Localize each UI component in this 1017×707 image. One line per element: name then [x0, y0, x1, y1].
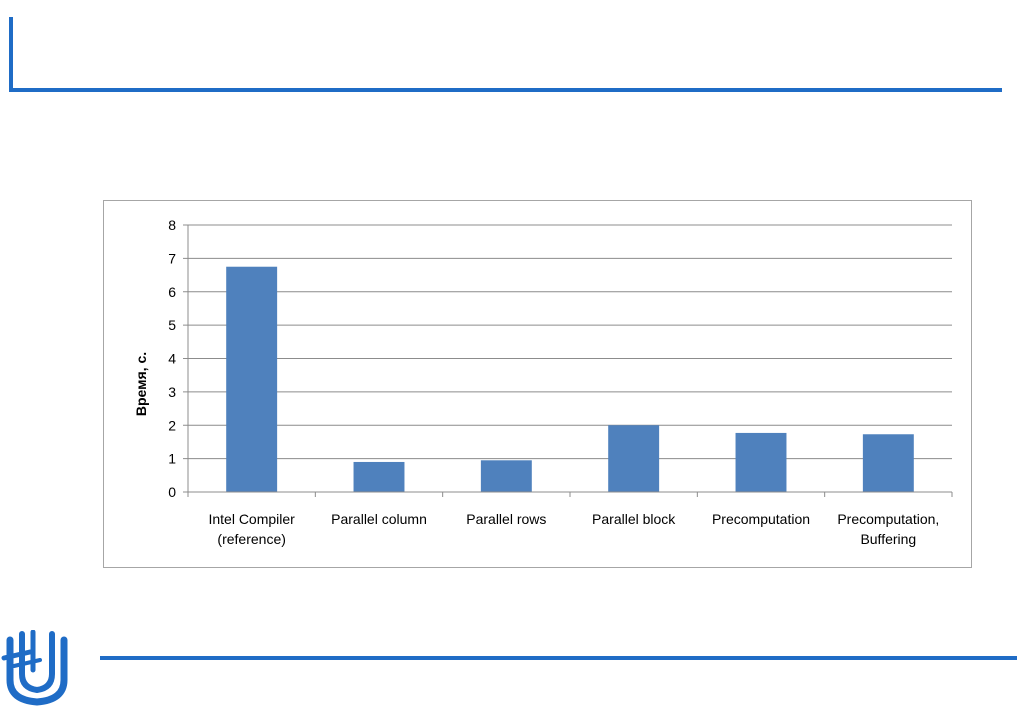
- bar: [226, 266, 278, 492]
- gridlines: [188, 224, 952, 460]
- x-tick-label: Intel Compiler (reference): [208, 511, 295, 547]
- bar: [480, 460, 532, 492]
- x-tick-label: Parallel block: [592, 511, 676, 527]
- y-tick-label: 0: [168, 484, 176, 500]
- bars: [226, 266, 914, 492]
- y-tick-label: 6: [168, 284, 176, 300]
- y-tick-label: 7: [168, 250, 176, 266]
- y-tick-label: 2: [168, 417, 176, 433]
- bar: [353, 461, 405, 492]
- bar: [862, 434, 914, 492]
- footer-rule: [100, 656, 1017, 660]
- y-tick-label: 5: [168, 317, 176, 333]
- x-tick-label: Precomputation, Buffering: [837, 511, 939, 547]
- header-frame-bottom-rule: [9, 88, 1002, 92]
- bar-chart: 0 1 2 3 4 5 6 7 8 Intel Compiler (reference) Paral…: [133, 217, 953, 547]
- y-axis-label: Время, с.: [133, 352, 149, 416]
- x-tick-label: Precomputation: [712, 511, 810, 527]
- axes: [183, 224, 953, 497]
- y-tick-label: 3: [168, 384, 176, 400]
- x-tick-label: Parallel column: [331, 511, 427, 527]
- y-tick-labels: 0 1 2 3 4 5 6 7 8: [168, 217, 176, 500]
- x-tick-label: Parallel rows: [466, 511, 546, 527]
- y-tick-label: 4: [168, 351, 176, 367]
- university-logo-icon: [1, 630, 68, 706]
- bar: [735, 432, 787, 492]
- x-tick-labels: Intel Compiler (reference) Parallel column…: [208, 511, 939, 547]
- header-frame-left-rule: [9, 17, 13, 91]
- bar: [608, 425, 660, 492]
- y-tick-label: 1: [168, 451, 176, 467]
- chart-container: 0 1 2 3 4 5 6 7 8 Intel Compiler (reference) Paral…: [103, 200, 972, 568]
- y-tick-label: 8: [168, 217, 176, 233]
